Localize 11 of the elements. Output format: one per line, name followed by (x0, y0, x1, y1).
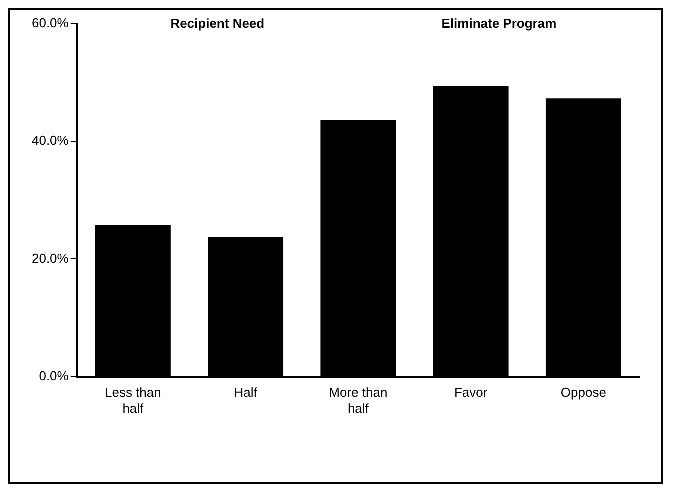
y-tick-label: 0.0% (39, 368, 70, 384)
y-tick-label: 60.0% (32, 16, 70, 31)
x-tick-label: Less than half (104, 385, 162, 416)
y-tick-label: 20.0% (32, 250, 70, 266)
x-tick-label: Half (234, 385, 258, 400)
annotation: Eliminate Program (442, 16, 557, 32)
annotation: Recipient Need (170, 16, 265, 32)
y-tick-label: 40.0% (32, 133, 70, 148)
x-tick-label: More than half (329, 385, 388, 416)
x-tick-label: Oppose (560, 385, 606, 400)
x-tick-label: Favor (454, 385, 488, 400)
